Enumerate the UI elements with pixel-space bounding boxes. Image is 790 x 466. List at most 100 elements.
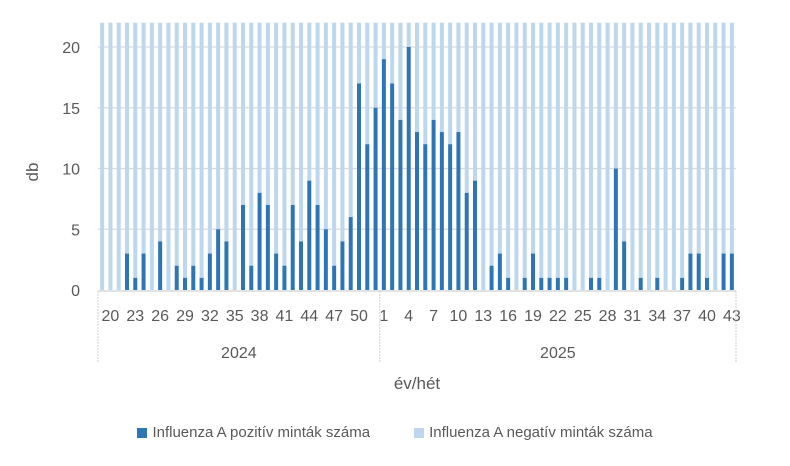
bar-negative	[257, 22, 262, 193]
x-tick-label: 23	[126, 308, 144, 325]
bar-positive	[315, 204, 320, 290]
bar-positive	[489, 265, 494, 290]
bar-negative	[116, 22, 121, 290]
bar-positive	[373, 107, 378, 290]
x-tick-label: 41	[276, 308, 294, 325]
bar-negative	[265, 22, 270, 205]
bar-negative	[191, 22, 196, 266]
bar-negative	[183, 22, 187, 278]
bar-positive	[199, 277, 204, 290]
bar-positive	[381, 59, 386, 291]
x-tick-label: 32	[201, 308, 219, 325]
bar-positive	[613, 168, 618, 290]
x-tick-label: 50	[350, 308, 368, 325]
bar-negative	[274, 22, 279, 254]
bar-negative	[613, 22, 618, 169]
bar-negative	[125, 22, 129, 254]
legend-item-negative[interactable]: Influenza A negatív minták száma	[414, 424, 653, 441]
bar-negative	[241, 22, 245, 205]
y-tick-label: 5	[71, 222, 80, 239]
x-tick-label: 40	[698, 308, 716, 325]
bar-positive	[365, 144, 370, 290]
bar-negative	[464, 22, 469, 193]
bar-positive	[141, 253, 146, 290]
bar-positive	[332, 265, 337, 290]
bar-negative	[589, 22, 593, 278]
x-tick-label: 20	[102, 308, 120, 325]
x-tick-label: 34	[648, 308, 666, 325]
bar-positive	[688, 253, 693, 290]
bar-positive	[655, 277, 660, 290]
bar-positive	[464, 192, 469, 290]
y-tick-label: 15	[62, 101, 80, 118]
y-tick-label: 0	[71, 283, 80, 300]
bar-negative	[141, 22, 146, 254]
x-axis-title: év/hét	[394, 374, 441, 393]
legend: Influenza A pozitív minták száma Influen…	[0, 424, 790, 441]
bar-series	[100, 22, 734, 291]
bar-positive	[431, 119, 436, 291]
bar-negative	[199, 22, 204, 278]
bar-negative	[398, 22, 403, 120]
bar-negative	[108, 22, 113, 290]
bar-positive	[158, 241, 163, 290]
bar-positive	[589, 277, 593, 290]
bar-negative	[696, 22, 701, 254]
x-tick-label: 28	[599, 308, 617, 325]
bar-negative	[439, 22, 444, 133]
bar-positive	[539, 277, 544, 290]
bar-positive	[133, 277, 138, 290]
bar-negative	[456, 22, 461, 133]
x-tick-label: 29	[176, 308, 194, 325]
bar-negative	[166, 22, 171, 290]
bar-positive	[282, 265, 287, 290]
bar-positive	[348, 217, 353, 290]
bar-negative	[522, 22, 527, 278]
bar-positive	[680, 277, 685, 290]
bar-negative	[373, 22, 378, 108]
bar-negative	[705, 22, 709, 278]
x-tick-label: 25	[574, 308, 592, 325]
bar-positive	[423, 144, 428, 290]
bar-negative	[415, 22, 419, 133]
x-tick-label: 35	[226, 308, 244, 325]
bar-negative	[290, 22, 295, 205]
bar-positive	[597, 277, 602, 290]
bar-positive	[216, 229, 221, 290]
bar-positive	[564, 277, 569, 290]
x-tick-label: 31	[624, 308, 642, 325]
bar-negative	[216, 22, 221, 230]
bar-positive	[415, 132, 419, 290]
bar-positive	[448, 144, 453, 290]
x-tick-label: 13	[474, 308, 492, 325]
x-tick-label: 10	[450, 308, 468, 325]
bar-positive	[721, 253, 726, 290]
bar-positive	[183, 277, 187, 290]
bar-positive	[265, 204, 270, 290]
bar-negative	[638, 22, 643, 278]
bar-positive	[257, 192, 262, 290]
legend-item-positive[interactable]: Influenza A pozitív minták száma	[137, 424, 370, 441]
bar-positive	[696, 253, 701, 290]
x-tick-label: 47	[325, 308, 343, 325]
bar-negative	[348, 22, 353, 218]
bar-positive	[398, 119, 403, 291]
bar-negative	[572, 22, 577, 290]
x-tick-label: 43	[723, 308, 741, 325]
bar-negative	[473, 22, 477, 181]
bar-negative	[580, 22, 585, 290]
bar-negative	[390, 22, 395, 84]
legend-label-positive: Influenza A pozitív minták száma	[152, 424, 371, 441]
x-tick-label: 22	[549, 308, 567, 325]
bar-negative	[531, 22, 535, 254]
bar-positive	[439, 132, 444, 290]
bar-positive	[191, 265, 196, 290]
bar-negative	[481, 22, 486, 290]
bar-negative	[647, 22, 651, 290]
y-tick-label: 20	[62, 40, 80, 57]
bar-positive	[125, 253, 129, 290]
bar-positive	[506, 277, 511, 290]
bar-negative	[133, 22, 138, 278]
bar-negative	[597, 22, 602, 278]
